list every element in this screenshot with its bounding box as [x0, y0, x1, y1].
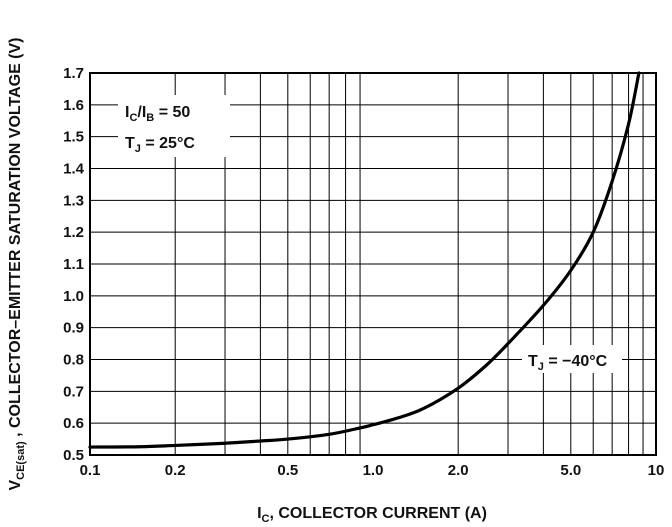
x-tick-label: 10: [648, 462, 665, 479]
y-tick-label: 0.6: [63, 415, 84, 432]
x-tick-label: 5.0: [560, 462, 581, 479]
y-tick-labels: 0.5 0.6 0.7 0.8 0.9 1.0 1.1 1.2 1.3 1.4 1.5 1.6 1.7: [63, 65, 85, 464]
plot-frame: [89, 72, 657, 456]
y-tick-label: 0.8: [63, 352, 84, 369]
y-tick-label: 1.4: [63, 161, 85, 178]
y-axis-title: VCE(sat) , COLLECTOR–EMITTER SATURATION …: [7, 37, 27, 490]
y-tick-label: 1.6: [63, 97, 84, 114]
conditions-box: [118, 95, 230, 157]
y-tick-label: 0.5: [63, 447, 84, 464]
series-label-box: [522, 345, 622, 373]
y-tick-label: 1.1: [63, 256, 84, 273]
y-tick-label: 1.5: [63, 129, 84, 146]
series-label: TJ = −40°C: [528, 353, 608, 373]
x-tick-label: 2.0: [448, 462, 469, 479]
x-tick-label: 0.2: [165, 462, 186, 479]
x-axis-title: IC, COLLECTOR CURRENT (A): [257, 505, 487, 525]
x-tick-label: 0.1: [80, 462, 101, 479]
y-tick-label: 1.2: [63, 224, 84, 241]
y-tick-label: 0.7: [63, 383, 84, 400]
y-tick-label: 0.9: [63, 320, 84, 337]
temperature-annotation: TJ = 25°C: [125, 135, 195, 155]
y-tick-label: 1.0: [63, 288, 84, 305]
series-line: [88, 71, 641, 449]
x-tick-label: 1.0: [363, 462, 384, 479]
x-tick-label: 0.5: [277, 462, 298, 479]
y-tick-label: 1.3: [63, 192, 84, 209]
y-tick-label: 1.7: [63, 65, 84, 82]
x-tick-labels: 0.1 0.2 0.5 1.0 2.0 5.0 10: [80, 462, 665, 479]
ratio-annotation: IC/IB = 50: [125, 104, 190, 124]
